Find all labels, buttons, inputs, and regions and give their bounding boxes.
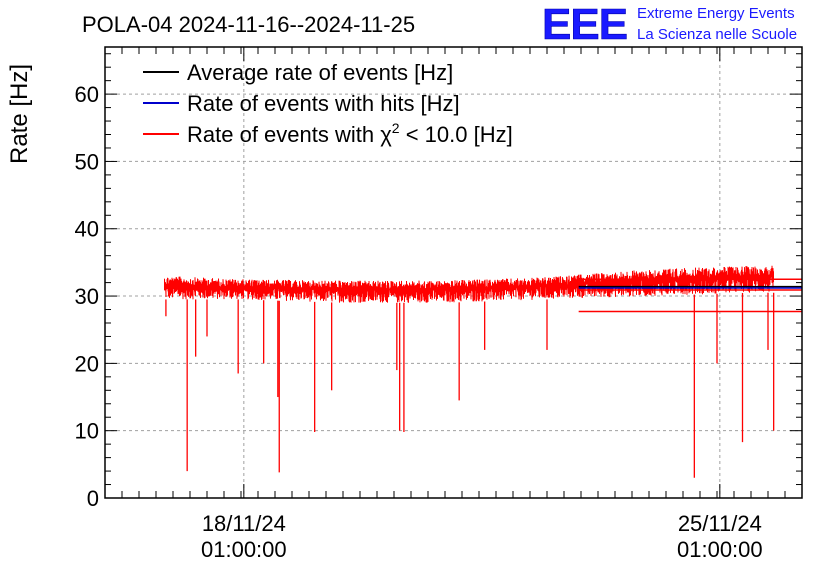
x-tick-label-date: 18/11/24: [202, 511, 286, 536]
brand-line-1: Extreme Energy Events: [637, 5, 795, 22]
x-tick-label-date: 25/11/24: [678, 511, 762, 536]
series-layer: [164, 265, 802, 478]
x-tick-label-time: 01:00:00: [201, 537, 287, 562]
legend-label-hits: Rate of events with hits [Hz]: [187, 91, 460, 116]
legend: Average rate of events [Hz] Rate of even…: [143, 60, 513, 147]
y-tick-label: 40: [75, 217, 99, 242]
chart-title: POLA-04 2024-11-16--2024-11-25: [82, 12, 415, 37]
legend-label-chi2: Rate of events with χ2 < 10.0 [Hz]: [187, 120, 513, 147]
series-chi2-rate: [164, 265, 774, 303]
legend-label-average: Average rate of events [Hz]: [187, 60, 453, 85]
plot-frame: [104, 46, 803, 499]
y-tick-label: 30: [75, 284, 99, 309]
y-tick-label: 20: [75, 351, 99, 376]
brand-line-2: La Scienza nelle Scuole: [637, 26, 797, 43]
axes: 010203040506018/11/2401:00:0025/11/2401:…: [75, 46, 803, 562]
y-tick-label: 0: [87, 486, 99, 511]
y-axis-label: Rate [Hz]: [6, 64, 33, 164]
y-tick-label: 10: [75, 419, 99, 444]
y-tick-label: 50: [75, 149, 99, 174]
x-tick-label-time: 01:00:00: [677, 537, 763, 562]
y-tick-label: 60: [75, 82, 99, 107]
eee-logo: EEE: [542, 0, 627, 49]
